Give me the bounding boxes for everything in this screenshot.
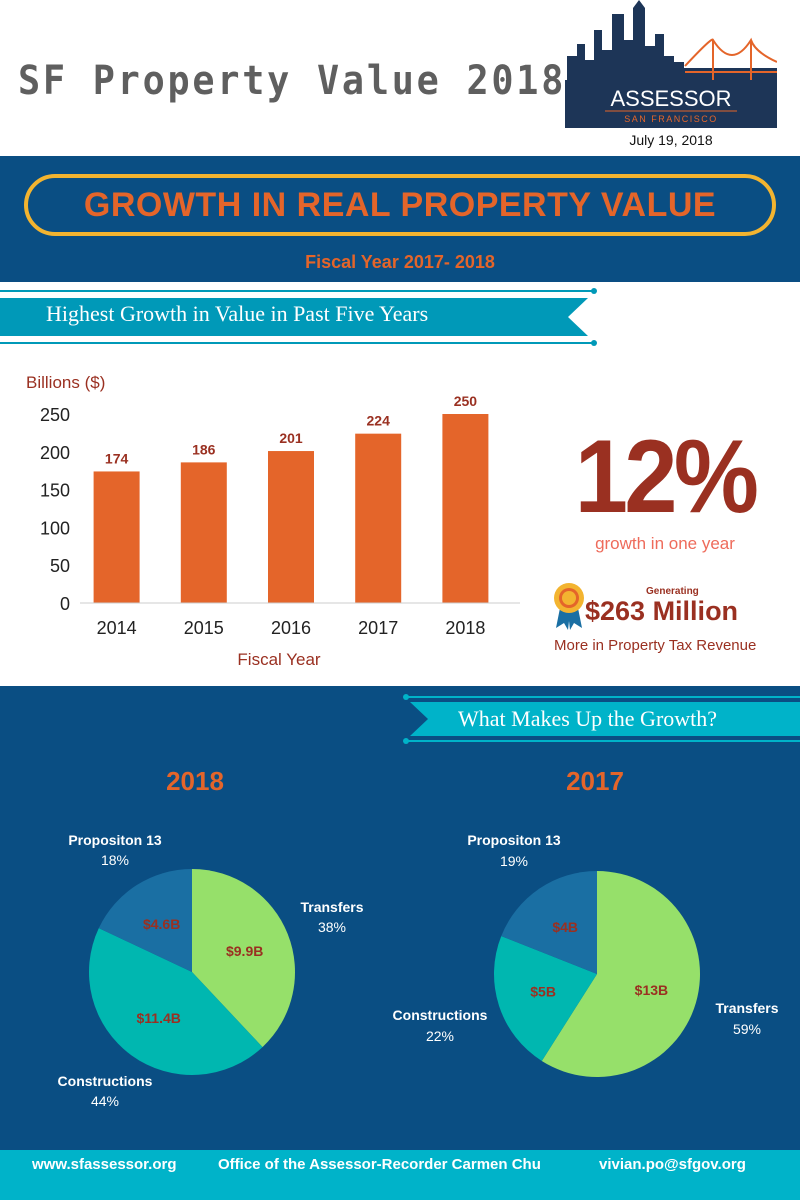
pie-slice-value-label: $4B — [552, 919, 578, 935]
pie-slice-value-label: $9.9B — [226, 943, 263, 959]
y-tick-label: 150 — [40, 481, 70, 501]
pie-2017-transfers-label: Transfers — [715, 1000, 779, 1016]
footer-email-link[interactable]: vivian.po@sfgov.org — [599, 1156, 746, 1173]
pie-slice-propositon-13 — [98, 869, 192, 972]
x-tick-label: 2015 — [184, 618, 224, 638]
bar-value-label: 186 — [192, 441, 216, 457]
band-title: GROWTH IN REAL PROPERTY VALUE — [83, 186, 717, 224]
pie-2018-transfers-label: Transfers — [300, 899, 364, 915]
y-tick-label: 200 — [40, 443, 70, 463]
title-band: GROWTH IN REAL PROPERTY VALUE Fiscal Yea… — [0, 156, 800, 282]
footer-office: Office of the Assessor-Recorder Carmen C… — [218, 1156, 541, 1173]
pie-2017-prop13-label: Propositon 13 — [467, 832, 561, 848]
pie-slice-value-label: $5B — [530, 984, 556, 1000]
header: SF Property Value 2018 ASSESSOR — [0, 0, 800, 156]
pie-2017-transfers-percent: 59% — [732, 1021, 762, 1037]
pie-2017-title: 2017 — [566, 766, 624, 796]
x-tick-label: 2014 — [97, 618, 137, 638]
pie-slice-transfers — [541, 871, 700, 1077]
pie-slice-constructions — [494, 936, 597, 1061]
tax-revenue-amount: $263 Million — [585, 596, 739, 626]
pie-2018-transfers-percent: 38% — [317, 919, 347, 935]
page-title: SF Property Value 2018 — [18, 58, 567, 104]
bar-value-label: 224 — [367, 413, 391, 429]
pie-2018-constructions-label: Constructions — [57, 1073, 153, 1089]
pie-slice-value-label: $4.6B — [143, 916, 180, 932]
bar-chart: Billions ($) 0 50 100 150 200 250 174 2014 186 201… — [26, 373, 520, 669]
pie-chart-2017: $13B $5B $4B — [494, 871, 700, 1077]
y-tick-label: 100 — [40, 518, 70, 538]
growth-percent: 12% — [574, 419, 759, 535]
award-ribbon-icon — [554, 583, 584, 630]
x-tick-label: 2018 — [445, 618, 485, 638]
pie-2017-constructions-label: Constructions — [392, 1007, 488, 1023]
section-heading-breakdown: What Makes Up the Growth? — [458, 706, 718, 731]
section-heading-growth: Highest Growth in Value in Past Five Yea… — [46, 301, 429, 326]
pie-2018-prop13-label: Propositon 13 — [68, 832, 162, 848]
pie-2018-constructions-percent: 44% — [90, 1093, 120, 1109]
logo-text: ASSESSOR — [610, 86, 731, 111]
growth-caption: growth in one year — [595, 534, 735, 553]
bar-2014 — [93, 471, 140, 603]
report-date: July 19, 2018 — [629, 132, 713, 148]
x-tick-label: 2016 — [271, 618, 311, 638]
tax-revenue-caption: More in Property Tax Revenue — [554, 637, 757, 654]
y-tick-label: 0 — [60, 594, 70, 614]
generating-label: Generating — [646, 586, 699, 597]
assessor-logo: ASSESSOR SAN FRANCISCO — [565, 0, 777, 128]
bar-2017 — [355, 433, 402, 603]
band-subtitle: Fiscal Year 2017- 2018 — [305, 252, 495, 272]
pie-2017-constructions-percent: 22% — [425, 1028, 455, 1044]
pie-2018-title: 2018 — [166, 766, 224, 796]
footer — [0, 1150, 800, 1200]
y-tick-label: 50 — [50, 556, 70, 576]
pie-2018-prop13-percent: 18% — [100, 852, 130, 868]
pie-slice-propositon-13 — [501, 871, 597, 974]
pie-slice-value-label: $13B — [635, 982, 668, 998]
pie-slice-value-label: $11.4B — [137, 1010, 181, 1026]
pie-slice-transfers — [192, 869, 295, 1048]
x-tick-label: 2017 — [358, 618, 398, 638]
y-tick-label: 250 — [40, 405, 70, 425]
bar-value-label: 201 — [279, 430, 303, 446]
bar-2018 — [442, 414, 489, 603]
y-axis-title: Billions ($) — [26, 373, 105, 392]
title-pill-border — [24, 174, 776, 236]
pie-chart-2018: $9.9B $11.4B $4.6B — [88, 869, 295, 1075]
bar-value-label: 250 — [454, 393, 478, 409]
bar-2016 — [268, 451, 314, 603]
logo-subtext: SAN FRANCISCO — [624, 114, 718, 124]
x-axis-title: Fiscal Year — [237, 650, 320, 669]
bar-value-label: 174 — [105, 450, 129, 466]
bar-2015 — [180, 462, 227, 603]
section-ribbon-growth — [0, 288, 597, 346]
pie-slice-constructions — [88, 928, 263, 1075]
pie-2017-prop13-percent: 19% — [499, 853, 529, 869]
section-ribbon-breakdown — [403, 694, 800, 744]
footer-website-link[interactable]: www.sfassessor.org — [32, 1156, 177, 1173]
